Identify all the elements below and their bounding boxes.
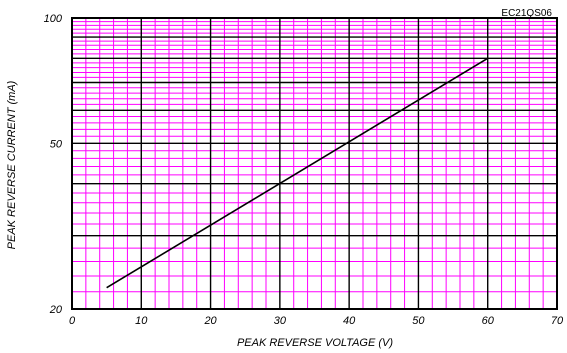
series-line <box>106 57 489 289</box>
y-tick-label: 20 <box>49 304 63 316</box>
plot-frame <box>71 17 558 310</box>
x-tick-label: 70 <box>551 315 564 327</box>
y-tick-labels: 20 50 100 <box>44 13 63 316</box>
y-tick-label: 100 <box>44 13 63 25</box>
x-tick-label: 40 <box>343 315 356 327</box>
x-tick-label: 10 <box>135 315 148 327</box>
minor-grid <box>72 18 557 309</box>
x-tick-label: 0 <box>69 315 76 327</box>
x-tick-label: 20 <box>203 315 217 327</box>
series-layer <box>106 57 489 289</box>
x-tick-label: 50 <box>412 315 425 327</box>
x-tick-labels: 0 10 20 30 40 50 60 70 <box>69 315 564 327</box>
x-axis-title: PEAK REVERSE VOLTAGE (V) <box>237 337 393 349</box>
x-tick-label: 60 <box>482 315 495 327</box>
y-tick-label: 50 <box>50 138 63 150</box>
part-number-label: EC21QS06 <box>501 8 552 19</box>
x-tick-label: 30 <box>274 315 287 327</box>
y-axis-title: PEAK REVERSE CURRENT (mA) <box>6 80 18 249</box>
